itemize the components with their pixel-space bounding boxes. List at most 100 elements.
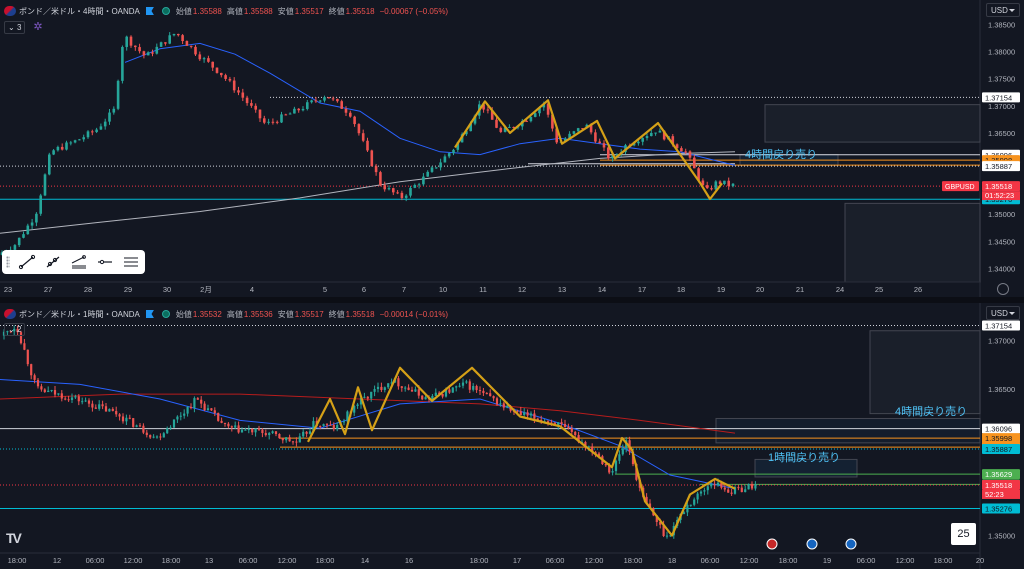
candle-body	[134, 45, 137, 48]
candle-body	[410, 389, 414, 392]
time-tick: 18:00	[779, 556, 798, 565]
chart-canvas-4h[interactable]: 4時間戻り売り 1.38500 1.38000 1.37500 1.37000 1.365…	[0, 0, 1024, 297]
candle-body	[720, 482, 723, 488]
pane-separator[interactable]	[0, 297, 1024, 303]
price-label: 1.35887	[982, 443, 1020, 454]
candle-body	[689, 504, 692, 506]
time-axis-4h[interactable]	[0, 282, 1024, 297]
time-tick: 18:00	[316, 556, 335, 565]
time-tick: 18:00	[624, 556, 643, 565]
candle-body	[198, 54, 202, 60]
candle-body	[611, 155, 614, 159]
candle-body	[417, 389, 420, 396]
candle-body	[508, 126, 511, 128]
candle-body	[594, 132, 597, 142]
price-label-text: 1.37154	[985, 321, 1012, 330]
price-label: 1.37154	[982, 320, 1020, 331]
candle-body	[278, 434, 281, 439]
candle-body	[0, 252, 4, 255]
time-tick: 5	[323, 285, 327, 294]
candle-body	[329, 424, 332, 426]
time-tick: 13	[558, 285, 566, 294]
indicators-toggle[interactable]: ⌄ 3	[4, 21, 26, 34]
candle-body	[121, 416, 125, 422]
candle-body	[396, 192, 399, 194]
candle-body	[563, 423, 567, 428]
candle-body	[57, 393, 60, 395]
horizontal-ray-icon[interactable]	[96, 254, 114, 270]
candle-body	[183, 413, 186, 416]
candle-body	[94, 407, 97, 409]
candle-body	[50, 390, 53, 392]
indicators-toggle[interactable]: ⌄ 2	[4, 323, 26, 336]
candle-body	[380, 386, 383, 391]
horizontal-lines-icon[interactable]	[122, 254, 140, 270]
time-tick: 12:00	[740, 556, 759, 565]
candle-body	[264, 433, 267, 436]
candle-body	[430, 167, 434, 172]
legend-4h: ポンド／米ドル・4時間・OANDA 始値 1.35588 高値 1.35588 安値…	[4, 4, 448, 18]
currency-select-1h[interactable]: USD	[986, 306, 1020, 320]
candle-body	[618, 454, 621, 461]
tradingview-logo[interactable]: TV	[6, 530, 22, 546]
candle-body	[84, 400, 87, 402]
candle-body	[179, 415, 182, 417]
candle-body	[409, 187, 412, 196]
candle-body	[344, 108, 348, 113]
bookmark-icon[interactable]	[145, 7, 154, 15]
candle-body	[145, 432, 148, 436]
candle-body	[281, 438, 284, 441]
candle-body	[754, 484, 757, 489]
symbol-title[interactable]: ポンド／米ドル・4時間・OANDA	[19, 6, 140, 16]
symbol-title[interactable]: ポンド／米ドル・1時間・OANDA	[19, 309, 140, 319]
candle-body	[210, 408, 213, 411]
candle-body	[194, 46, 197, 55]
drag-handle-icon[interactable]	[6, 256, 10, 268]
candle-body	[177, 33, 180, 36]
candle-body	[30, 364, 33, 376]
candle-body	[506, 405, 509, 408]
candle-body	[241, 92, 245, 98]
candle-body	[361, 133, 365, 141]
parallel-channel-icon[interactable]	[70, 254, 88, 270]
zone-label-4h: 4時間戻り売り	[895, 405, 967, 418]
trend-line-icon[interactable]	[18, 254, 36, 270]
candle-body	[16, 328, 19, 333]
candle-body	[342, 421, 346, 423]
candle-body	[60, 146, 64, 150]
candle-body	[250, 103, 253, 106]
candle-body	[682, 512, 686, 514]
candle-body	[193, 398, 196, 409]
price-tick: 1.36500	[988, 385, 1015, 394]
candle-body	[125, 36, 128, 47]
bookmark-icon[interactable]	[145, 310, 154, 318]
candle-body	[662, 130, 666, 140]
candle-body	[200, 399, 203, 404]
time-tick: 12	[53, 556, 61, 565]
chart-canvas-1h[interactable]: 4時間戻り売り1時間戻り売り1.370001.365001.360001.355…	[0, 303, 1024, 569]
notification-badge[interactable]: 25	[951, 523, 976, 545]
candle-body	[383, 387, 386, 391]
open-label: 始値	[175, 6, 192, 16]
close-value: 1.35518	[345, 6, 375, 16]
currency-select-4h[interactable]: USD	[986, 3, 1020, 17]
candle-body	[407, 387, 410, 390]
candle-body	[64, 398, 67, 400]
chart-pane-1h[interactable]: 4時間戻り売り1時間戻り売り1.370001.365001.360001.355…	[0, 303, 1024, 569]
candle-body	[465, 131, 468, 135]
time-tick: 06:00	[857, 556, 876, 565]
candle-body	[116, 80, 120, 109]
price-tick: 1.35000	[988, 531, 1015, 540]
time-tick: 17	[513, 556, 521, 565]
economic-event-icon	[845, 538, 857, 550]
countdown-text: 01:52:23	[985, 191, 1014, 200]
chart-settings-icon[interactable]	[997, 283, 1009, 295]
ray-icon[interactable]	[44, 254, 62, 270]
candle-body	[473, 115, 477, 124]
candle-body	[451, 387, 454, 393]
candle-body	[444, 389, 448, 397]
candle-body	[82, 137, 85, 140]
candle-body	[512, 126, 515, 128]
indicator-settings-icon[interactable]: ✲	[33, 21, 43, 33]
chart-pane-4h[interactable]: 4時間戻り売り 1.38500 1.38000 1.37500 1.37000 1.365…	[0, 0, 1024, 297]
